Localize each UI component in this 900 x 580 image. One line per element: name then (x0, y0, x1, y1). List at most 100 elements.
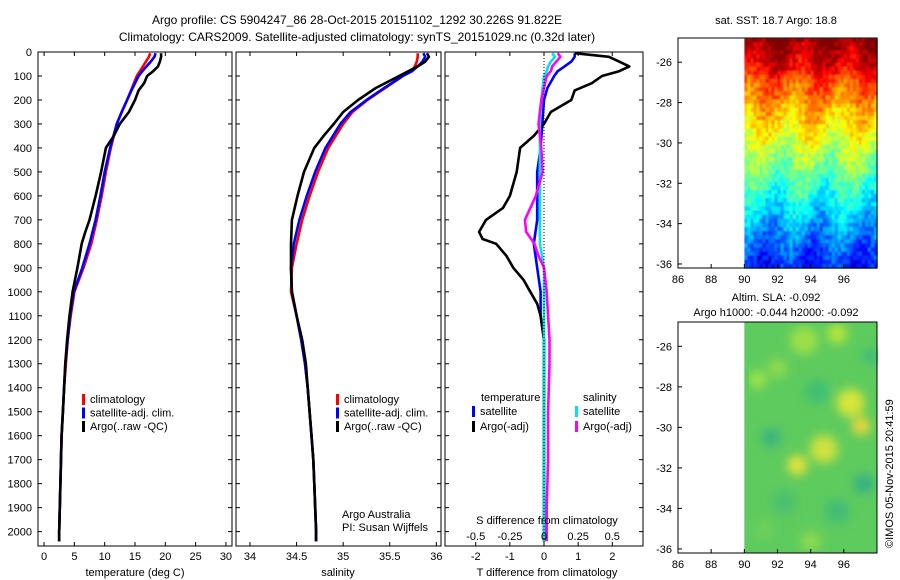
sst-cell (783, 140, 788, 146)
sst-cell (768, 87, 773, 92)
sst-cell (789, 136, 794, 142)
sst-cell (864, 206, 869, 212)
sst-cell (828, 259, 833, 265)
sst-cell (840, 136, 845, 142)
sst-cell (858, 111, 863, 117)
sst-cell (783, 222, 788, 228)
sst-cell (789, 120, 794, 125)
sst-cell (873, 263, 878, 269)
sst-cell (795, 157, 800, 162)
sst-cell (756, 95, 761, 101)
sst-cell (864, 185, 869, 191)
sst-cell (825, 99, 830, 105)
legend-swatch-2 (336, 421, 339, 432)
sst-cell (747, 70, 751, 76)
sst-cell (843, 103, 848, 109)
sst-cell (813, 136, 818, 142)
sst-cell (840, 87, 845, 92)
sst-cell (750, 42, 754, 47)
sst-cell (840, 210, 845, 216)
sst-cell (798, 161, 803, 166)
sst-cell (768, 46, 773, 51)
sst-cell (855, 210, 860, 216)
sst-cell (822, 79, 827, 84)
sst-cell (762, 83, 767, 88)
sst-cell (813, 132, 818, 138)
sst-cell (798, 189, 803, 195)
sst-cell (810, 107, 815, 113)
sst-cell (804, 247, 809, 253)
sst-cell (861, 124, 866, 129)
sst-cell (783, 136, 788, 142)
sst-cell (855, 46, 860, 51)
sst-cell (780, 239, 785, 244)
sst-cell (789, 185, 794, 191)
sst-cell (837, 87, 842, 92)
sst-cell (774, 111, 779, 117)
sst-cell (849, 74, 854, 80)
sst-cell (840, 202, 845, 207)
sst-cell (861, 103, 866, 109)
sst-cell (771, 161, 776, 166)
sst-cell (858, 189, 863, 195)
sst-cell (756, 202, 761, 207)
sst-cell (816, 218, 821, 224)
sst-cell (804, 206, 809, 212)
map-x-tick-label-1: 88 (705, 559, 717, 571)
sst-cell (825, 189, 830, 195)
sst-cell (813, 259, 818, 265)
sst-cell (798, 116, 803, 121)
sst-cell (744, 231, 748, 236)
sst-cell (792, 99, 797, 105)
sst-cell (837, 111, 842, 117)
salinity-y-tickmarks (236, 51, 441, 533)
sst-cell (744, 107, 748, 113)
sst-cell (756, 198, 761, 203)
sst-cell (807, 259, 812, 265)
sst-cell (807, 128, 812, 134)
sst-cell (756, 99, 761, 105)
sst-cell (795, 194, 800, 199)
sst-cell (807, 58, 812, 64)
sst-cell (822, 247, 827, 253)
sst-cell (870, 95, 875, 101)
sst-cell (870, 91, 875, 97)
sst-cell (819, 173, 824, 179)
sst-cell (822, 70, 827, 76)
sst-cell (849, 251, 854, 257)
sst-cell (759, 87, 764, 92)
sst-cell (792, 79, 797, 84)
sst-cell (762, 99, 767, 105)
sst-cell (804, 116, 809, 121)
sst-cell (828, 62, 833, 68)
sst-cell (867, 83, 872, 88)
sst-cell (813, 231, 818, 236)
sst-cell (777, 136, 782, 142)
sst-cell (777, 198, 782, 203)
sst-cell (762, 111, 767, 117)
sst-cell (795, 62, 800, 68)
sst-cell (768, 255, 773, 261)
sla-blob (772, 490, 797, 515)
sst-cell (816, 189, 821, 195)
sst-cell (786, 42, 791, 47)
sst-cell (750, 46, 754, 51)
sst-cell (843, 214, 848, 220)
sst-cell (813, 95, 818, 101)
sst-cell (828, 116, 833, 121)
sst-cell (807, 111, 812, 117)
sst-cell (798, 235, 803, 240)
sst-cell (864, 194, 869, 199)
sst-cell (858, 42, 863, 47)
sst-cell (822, 144, 827, 150)
sst-cell (744, 165, 748, 171)
sst-cell (834, 235, 839, 240)
sst-cell (774, 169, 779, 175)
sst-cell (840, 148, 845, 154)
sst-cell (753, 54, 757, 60)
sst-cell (831, 218, 836, 224)
sst-cell (753, 210, 757, 216)
sst-cell (771, 95, 776, 101)
sst-cell (810, 62, 815, 68)
sst-cell (822, 91, 827, 97)
